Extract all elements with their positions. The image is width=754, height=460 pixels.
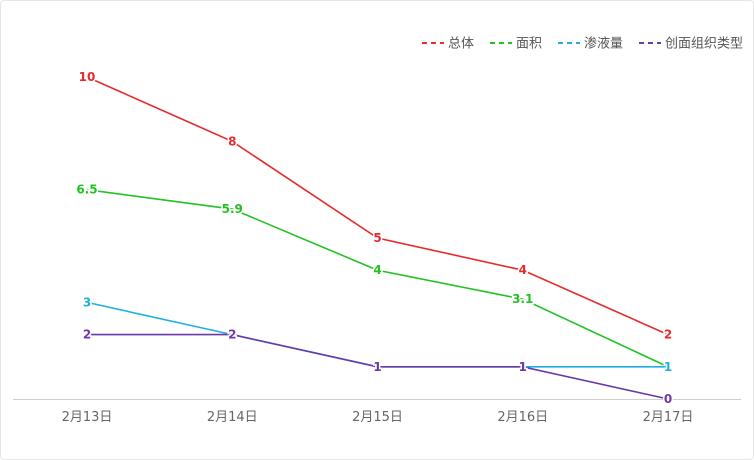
data-label: 8 (228, 134, 236, 148)
data-label: 5 (373, 231, 381, 245)
data-label: 4 (519, 263, 527, 277)
series-lines (86, 76, 669, 400)
data-label: 6.5 (76, 183, 97, 197)
legend-item[interactable]: 总体 (421, 37, 474, 52)
data-label: 2 (83, 328, 91, 342)
data-label: 5.9 (222, 202, 243, 216)
data-label: 1 (519, 360, 527, 374)
legend-label: 总体 (448, 37, 474, 52)
x-tick-label: 2月13日 (62, 410, 113, 425)
legend-item[interactable]: 创面组织类型 (638, 37, 743, 52)
data-label: 1 (664, 360, 672, 374)
data-label: 3.1 (512, 292, 533, 306)
legend-label: 面积 (516, 37, 542, 52)
x-tick-label: 2月17日 (643, 410, 694, 425)
series-line-0 (86, 76, 669, 336)
data-label: 1 (373, 360, 381, 374)
series-line-3 (87, 333, 669, 400)
x-tick-label: 2月14日 (207, 410, 258, 425)
legend-label: 渗液量 (584, 37, 623, 52)
legend-item[interactable]: 渗液量 (557, 37, 623, 52)
series-line-1 (86, 188, 669, 368)
legend-item[interactable]: 面积 (489, 37, 542, 52)
data-label: 3 (83, 295, 91, 309)
x-axis: 2月13日 2月14日 2月15日 2月16日 2月17日 (13, 399, 741, 425)
data-label: 2 (228, 328, 236, 342)
data-label: 4 (373, 263, 381, 277)
data-label: 1 (664, 360, 672, 374)
legend-label: 创面组织类型 (665, 37, 743, 52)
data-label: 1 (519, 360, 527, 374)
data-label: 2 (228, 328, 236, 342)
data-label: 0 (664, 392, 672, 406)
legend: 总体 面积 渗液量 创面组织类型 (421, 37, 743, 52)
data-label: 2 (664, 328, 672, 342)
x-tick-label: 2月16日 (497, 410, 548, 425)
x-tick-label: 2月15日 (352, 410, 403, 425)
data-label: 1 (373, 360, 381, 374)
data-label: 10 (79, 70, 96, 84)
